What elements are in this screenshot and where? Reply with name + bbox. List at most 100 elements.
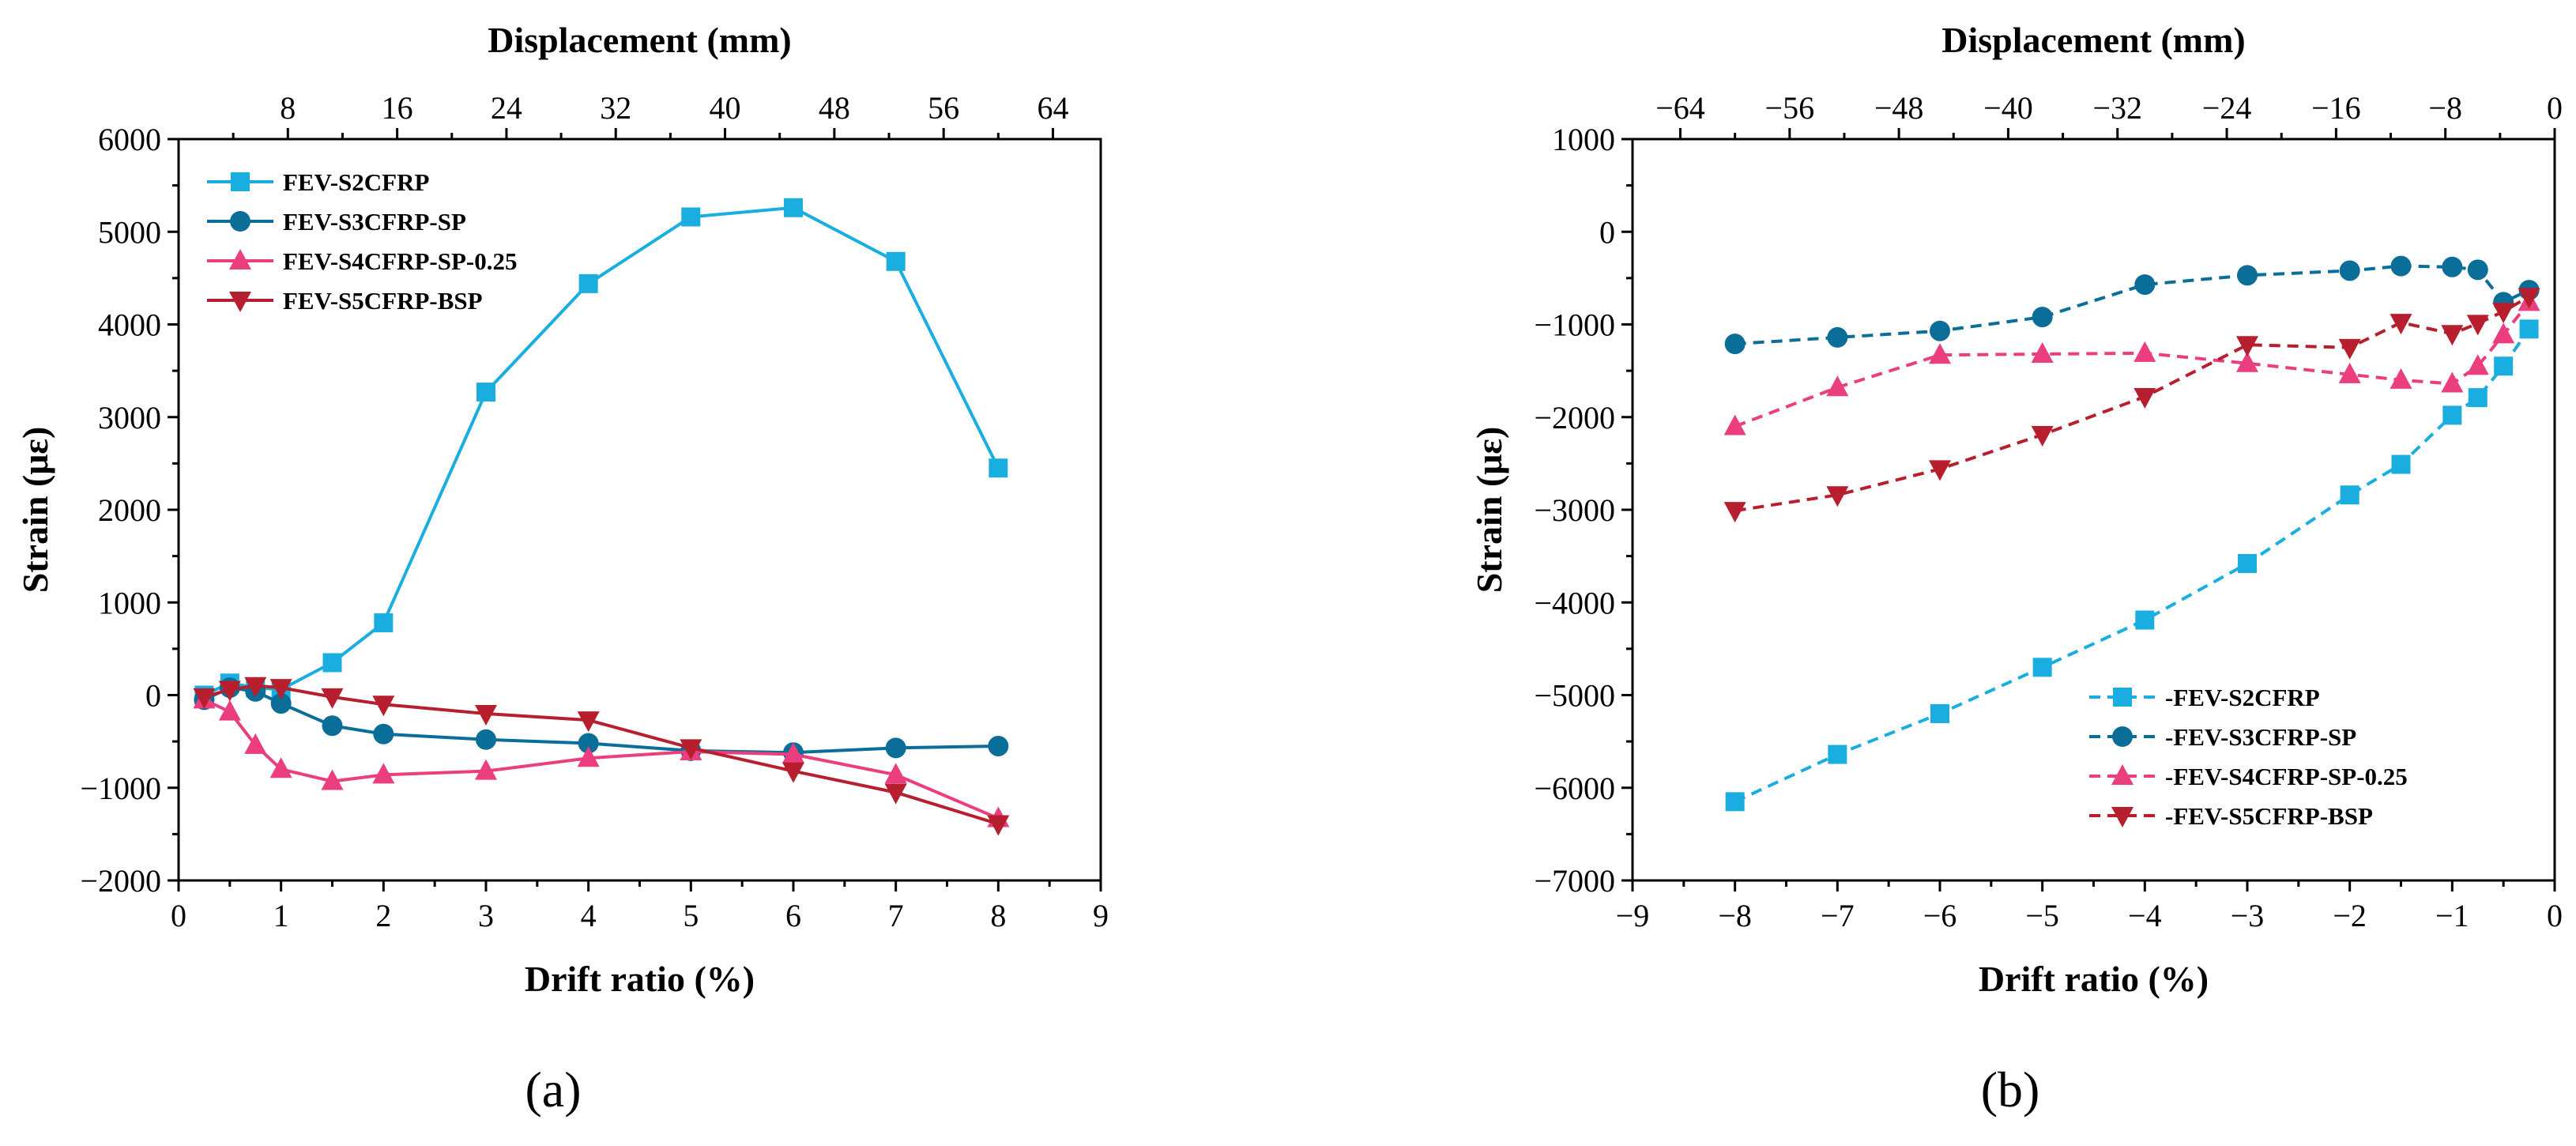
y-tick-label-b: −4000: [1534, 585, 1615, 620]
data-point-a-3: [475, 704, 497, 726]
x2-tick-label-a: 32: [600, 90, 631, 126]
data-point-b-1: [2442, 256, 2463, 277]
x-tick-label-a: 5: [683, 898, 699, 933]
data-point-a-1: [373, 723, 394, 745]
data-point-a-0: [886, 251, 906, 271]
x2-axis-title-a: Displacement (mm): [488, 20, 792, 60]
legend-label-b: -FEV-S4CFRP-SP-0.25: [2165, 763, 2408, 790]
data-point-a-0: [784, 198, 803, 217]
x-tick-label-a: 9: [1093, 898, 1109, 933]
data-point-a-1: [270, 693, 292, 714]
data-point-a-3: [987, 815, 1010, 836]
y-tick-label-b: −7000: [1534, 863, 1615, 899]
legend-marker-a: [229, 249, 251, 270]
legend-marker-a: [231, 172, 250, 191]
y-tick-label-a: 2000: [98, 492, 161, 528]
legend-marker-b: [2111, 807, 2133, 827]
legend-marker-b: [2112, 726, 2133, 747]
y-tick-label-b: 0: [1599, 214, 1615, 250]
data-point-a-3: [321, 688, 344, 709]
data-point-b-1: [2032, 307, 2053, 328]
x2-tick-label-b: −16: [2311, 90, 2361, 126]
data-point-b-2: [1929, 343, 1951, 364]
data-point-a-3: [372, 696, 395, 717]
x2-tick-label-b: −64: [1655, 90, 1705, 126]
x2-tick-label-b: −24: [2202, 90, 2252, 126]
data-point-a-2: [244, 733, 267, 754]
data-point-b-2: [1723, 414, 1746, 435]
data-point-a-1: [476, 729, 496, 750]
x2-tick-label-b: 0: [2547, 90, 2563, 126]
x2-tick-label-b: −40: [1983, 90, 2033, 126]
data-point-a-3: [218, 680, 241, 702]
x-tick-label-b: −2: [2333, 898, 2367, 933]
data-point-b-0: [1930, 703, 1949, 723]
data-point-a-0: [476, 383, 495, 402]
series-line-a-0: [203, 205, 1000, 697]
data-point-a-0: [322, 653, 342, 673]
data-point-b-0: [2032, 658, 2052, 677]
data-point-b-3: [2338, 338, 2361, 360]
data-point-b-2: [2133, 341, 2156, 362]
x-tick-label-a: 7: [888, 898, 904, 933]
data-point-a-3: [244, 677, 267, 698]
data-point-b-1: [2134, 274, 2156, 296]
data-point-b-1: [2467, 259, 2488, 281]
data-point-b-2: [2390, 368, 2412, 389]
data-point-a-2: [577, 746, 600, 767]
y-tick-label-a: 1000: [98, 585, 161, 620]
data-point-b-0: [1828, 745, 1847, 764]
x-tick-label-a: 4: [581, 898, 597, 933]
data-point-b-1: [1827, 326, 1848, 348]
data-point-b-0: [2391, 454, 2411, 474]
data-point-a-3: [577, 711, 600, 733]
data-point-a-3: [193, 688, 216, 709]
legend-label-b: -FEV-S3CFRP-SP: [2165, 723, 2356, 751]
data-point-b-3: [1826, 486, 1849, 507]
x2-tick-label-b: −56: [1765, 90, 1815, 126]
legend-label-a: FEV-S4CFRP-SP-0.25: [283, 247, 517, 275]
data-point-b-3: [2466, 315, 2489, 336]
x-tick-label-a: 6: [785, 898, 801, 933]
data-point-a-2: [884, 763, 907, 784]
x2-tick-label-a: 16: [382, 90, 413, 126]
y-tick-label-a: 0: [145, 678, 161, 714]
data-point-b-0: [2442, 405, 2462, 425]
x2-tick-label-a: 64: [1037, 90, 1068, 126]
legend-marker-a: [230, 211, 250, 232]
data-point-b-0: [2468, 388, 2487, 408]
data-point-a-3: [680, 739, 702, 760]
y-tick-label-a: 5000: [98, 214, 161, 250]
data-point-b-2: [2466, 354, 2489, 375]
data-point-b-3: [1929, 460, 1951, 481]
data-point-b-3: [2031, 426, 2054, 447]
y-tick-label-a: 6000: [98, 122, 161, 157]
chart-panel-b: −9 −8 −7 −6 −5 −4 −3 −2 −1 0 −64 −56 −48 −40 −32 −24 −16…: [1469, 20, 2563, 1118]
legend-marker-b: [2113, 688, 2132, 707]
data-point-a-2: [321, 769, 344, 790]
y-tick-label-b: −5000: [1534, 678, 1615, 714]
plot-frame-b: [1631, 138, 2556, 882]
data-point-b-2: [2236, 351, 2258, 372]
data-point-b-3: [2133, 387, 2156, 409]
data-point-a-2: [475, 759, 497, 780]
x-tick-label-a: 3: [478, 898, 494, 933]
data-point-b-1: [2237, 265, 2258, 286]
data-point-b-2: [2338, 362, 2361, 383]
x2-tick-label-b: −8: [2428, 90, 2462, 126]
chart-panel-a: 0 1 2 3 4 5 6 7 8 98 16 24 32 40 48 56 64−2000−100001000…: [15, 20, 1109, 1118]
x2-tick-label-a: 8: [280, 90, 296, 126]
data-point-b-0: [2494, 356, 2514, 376]
panel-caption-a: (a): [525, 1061, 581, 1118]
data-point-b-2: [1826, 375, 1849, 397]
data-point-a-1: [322, 715, 343, 737]
data-point-b-1: [1930, 320, 1950, 341]
x-axis-title-a: Drift ratio (%): [525, 959, 755, 999]
x-tick-label-b: −4: [2128, 898, 2162, 933]
x2-tick-label-a: 56: [928, 90, 959, 126]
y-tick-label-a: 4000: [98, 307, 161, 343]
x-tick-label-b: −7: [1821, 898, 1855, 933]
series-line-b-2: [1734, 301, 2531, 428]
y-tick-label-b: 1000: [1552, 122, 1615, 157]
